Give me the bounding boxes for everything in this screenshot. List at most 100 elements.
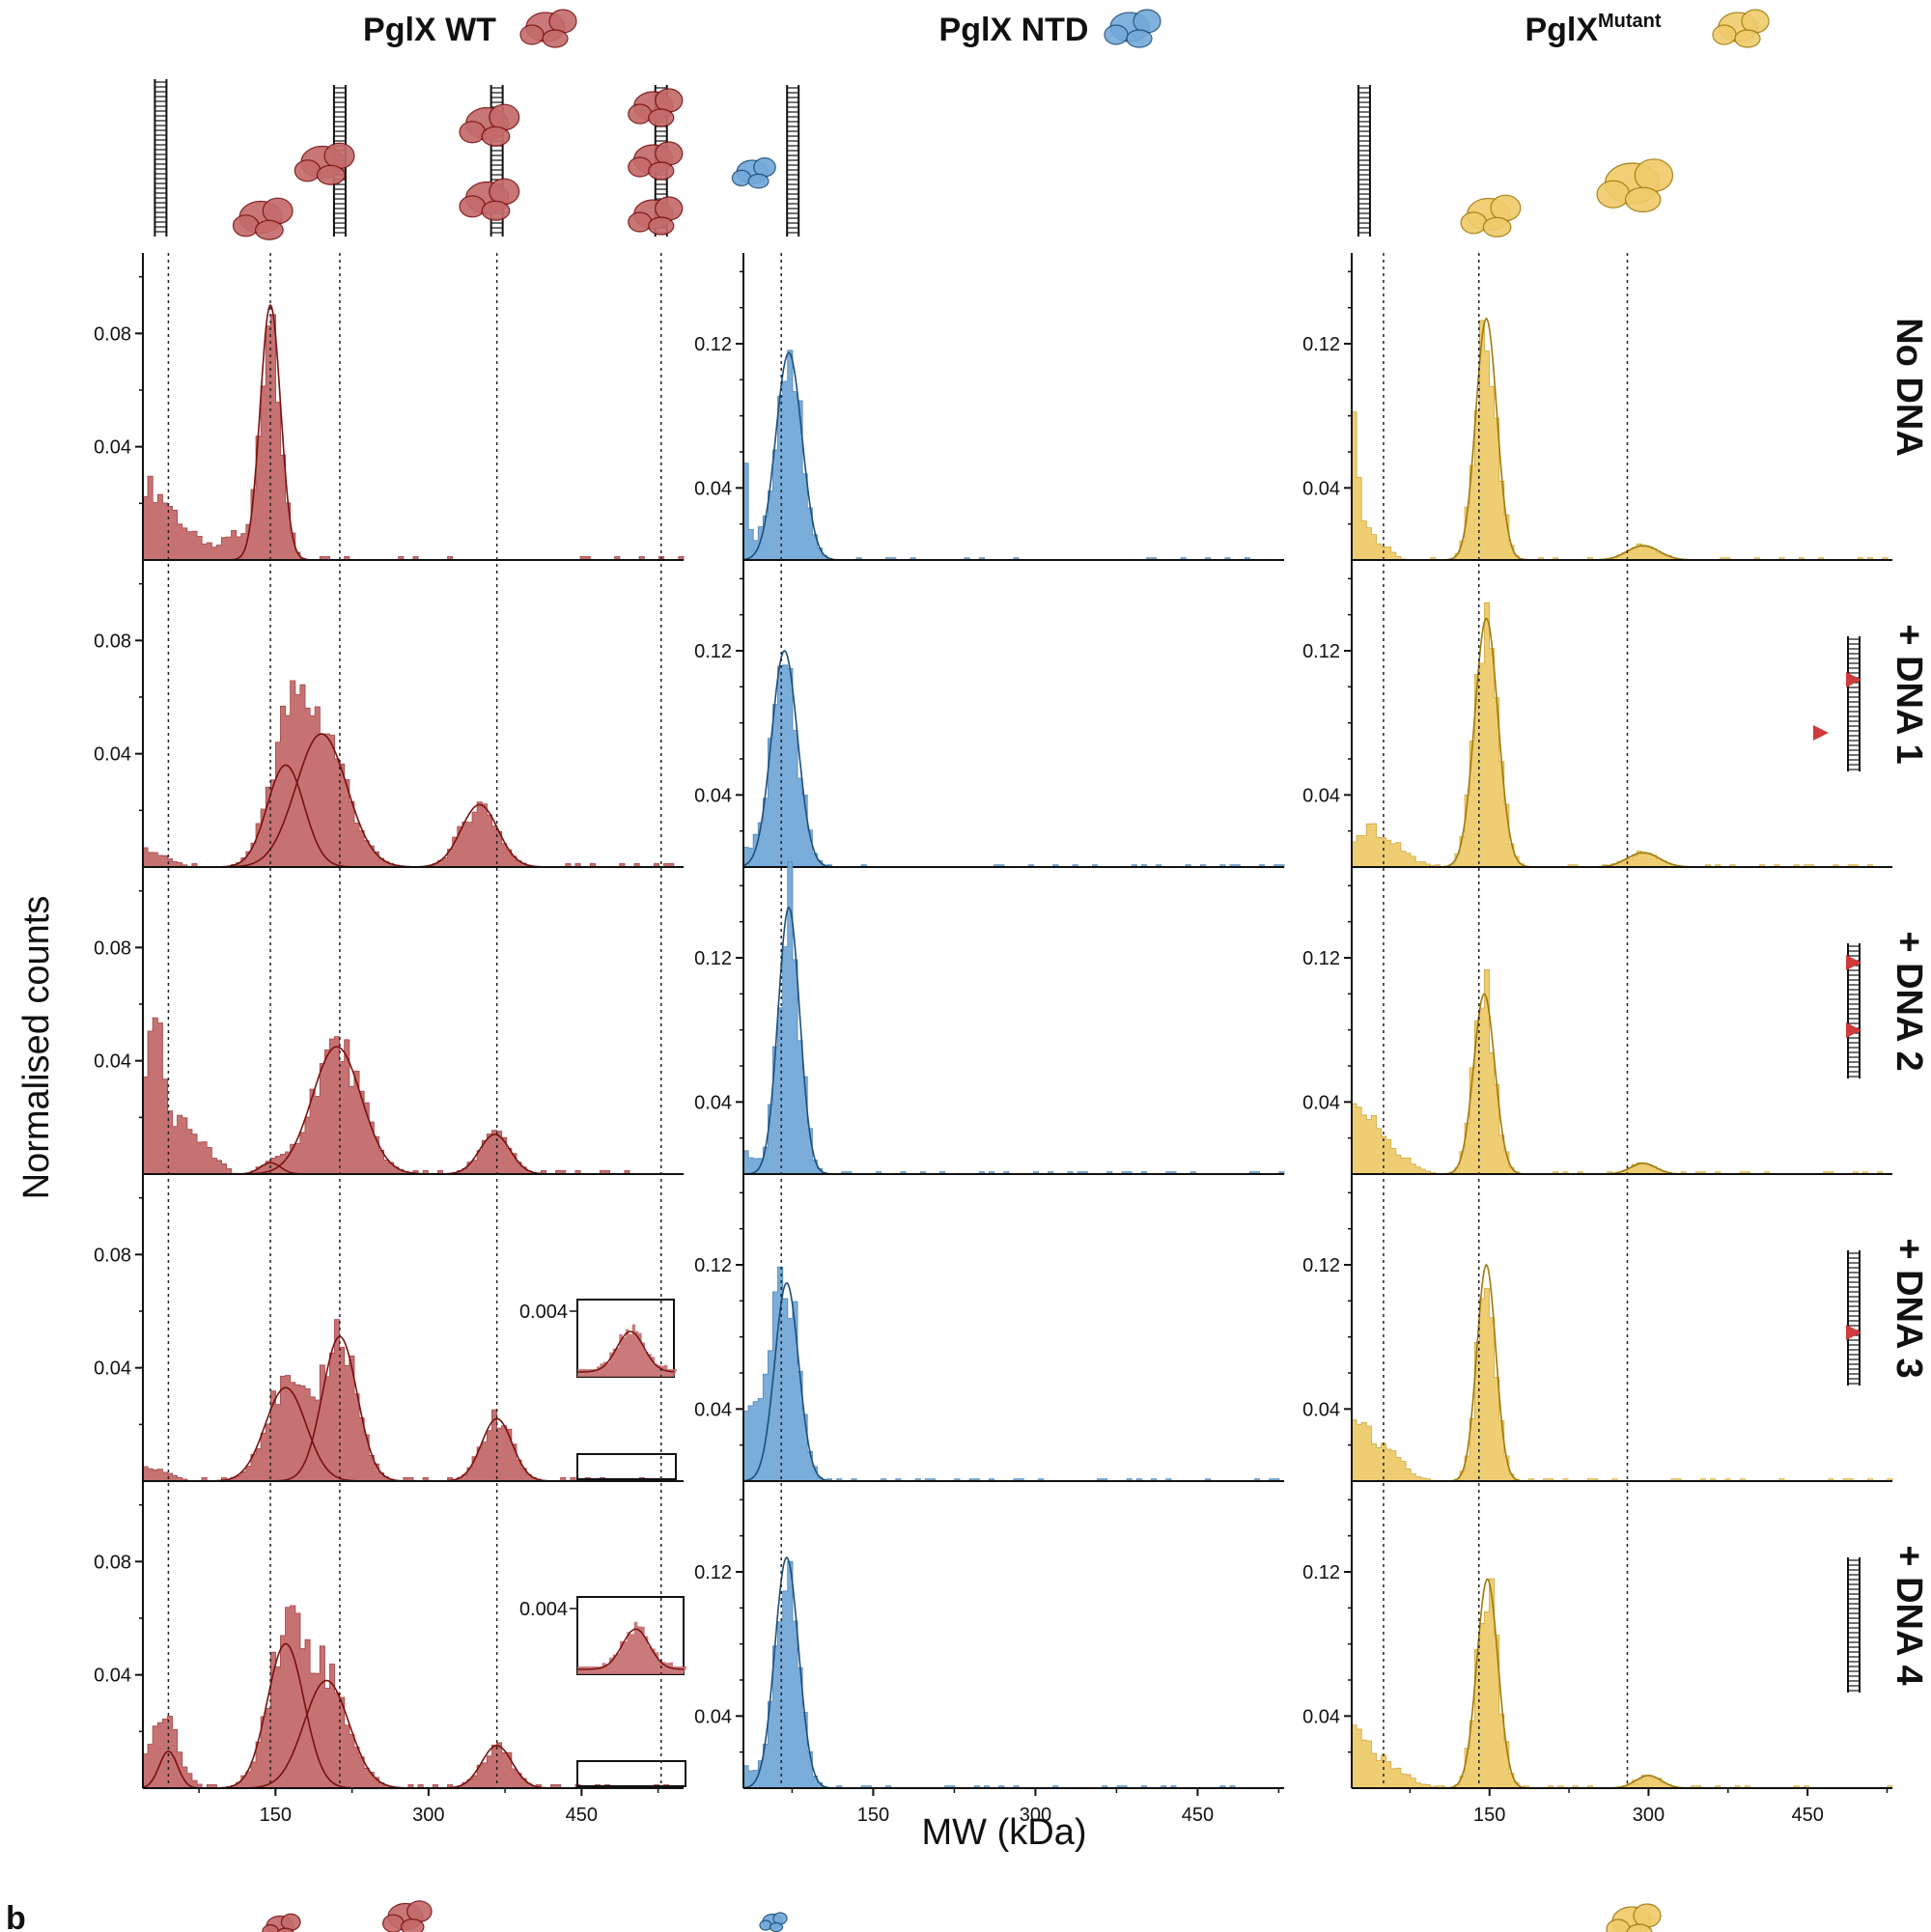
histogram-bars <box>1351 1578 1893 1789</box>
ytick-label: 0.04 <box>1302 1092 1340 1113</box>
cleavage-arrow-icon <box>1846 1022 1861 1038</box>
x-axis-label: MW (kDa) <box>922 1812 1087 1853</box>
ytick-label: 0.12 <box>694 1562 732 1583</box>
gaussian-fit-3 <box>434 1134 556 1175</box>
histogram-outline <box>1351 320 1892 561</box>
ytick-label: 0.04 <box>1302 1706 1340 1727</box>
ytick-label: 0.04 <box>94 1358 131 1380</box>
histogram-outline <box>1351 602 1892 868</box>
xtick-label: 150 <box>260 1805 292 1826</box>
ytick-label: 0.04 <box>1302 1399 1340 1420</box>
gaussian-fit-1 <box>742 351 841 561</box>
xtick-label: 450 <box>1182 1805 1214 1826</box>
gaussian-fit-2 <box>219 733 424 868</box>
gaussian-fit-1 <box>1444 1578 1530 1789</box>
histogram-bars <box>742 350 1284 561</box>
histogram-bars <box>142 314 685 561</box>
histogram-bars <box>742 1560 1284 1789</box>
protein-icon <box>382 1900 433 1932</box>
xtick-label: 450 <box>566 1805 598 1826</box>
histogram-panels: 0.040.080.040.080.040.080.0040.040.080.0… <box>94 253 1893 1826</box>
histogram-outline <box>1351 969 1892 1175</box>
ytick-label: 0.08 <box>94 1245 131 1266</box>
ytick-label: 0.08 <box>94 630 131 652</box>
column-title-ntd: PglX NTD <box>939 12 1089 48</box>
inset-ytick: 0.004 <box>519 1302 568 1323</box>
gaussian-fit-1 <box>1441 993 1527 1175</box>
dna-icon <box>786 85 800 237</box>
cleavage-arrow-icon <box>1846 672 1861 687</box>
protein-icon <box>628 196 684 236</box>
panel-wt-row-1: 0.04 0.08 <box>94 275 685 561</box>
histogram-outline <box>1351 1578 1893 1789</box>
dna-icon <box>1847 636 1861 771</box>
inset-fit <box>577 1330 675 1373</box>
protein-icon <box>519 9 577 48</box>
ytick-label: 0.04 <box>94 437 131 459</box>
protein-icon <box>628 141 684 181</box>
row-labels: No DNA + DNA 1 + DNA 2 + DNA 3 + DNA 4 <box>1813 318 1929 1693</box>
inset-fit <box>577 1628 685 1670</box>
histogram-outline <box>742 861 1285 1175</box>
ytick-label: 0.04 <box>1302 478 1340 499</box>
gaussian-fit-3 <box>237 1679 417 1789</box>
row-label-1: No DNA <box>1889 318 1929 457</box>
ytick-label: 0.04 <box>694 1399 732 1420</box>
inset: 0.004 <box>519 1299 678 1480</box>
histogram-bars <box>142 680 684 868</box>
panel-wt-row-4: 0.004 0.04 0.08 <box>94 1196 684 1482</box>
histogram-outline <box>142 314 685 561</box>
panel-mutant-row-2: 0.04 0.12 <box>1302 577 1892 868</box>
histogram-outline <box>742 664 1285 868</box>
row-label-2: + DNA 1 <box>1889 624 1929 764</box>
panel-ntd-row-3: 0.04 0.12 <box>694 861 1285 1175</box>
histogram-bars <box>1351 320 1892 561</box>
ytick-label: 0.04 <box>1302 785 1340 806</box>
xtick-label: 300 <box>412 1805 444 1826</box>
row-label-3: + DNA 2 <box>1889 931 1929 1071</box>
ytick-label: 0.12 <box>1302 1255 1340 1276</box>
protein-icon <box>1460 194 1522 238</box>
histogram-bars <box>742 1266 1284 1482</box>
ytick-label: 0.12 <box>694 1255 732 1276</box>
inset: 0.004 <box>519 1596 687 1787</box>
cleavage-arrow-icon <box>1846 955 1861 970</box>
histogram-bars <box>742 664 1285 868</box>
inset-zoom-box <box>576 1453 677 1480</box>
ytick-label: 0.12 <box>1302 641 1340 662</box>
gaussian-fit-4 <box>435 1745 558 1789</box>
ytick-label: 0.12 <box>694 641 732 662</box>
ytick-label: 0.12 <box>694 948 732 969</box>
protein-icon <box>1712 9 1770 48</box>
ytick-label: 0.04 <box>694 478 732 499</box>
histogram-outline <box>742 1560 1284 1789</box>
gaussian-fit-3 <box>435 1417 558 1482</box>
panel-wt-row-3: 0.04 0.08 <box>94 889 684 1175</box>
panel-mutant-row-1: 0.04 0.12 <box>1302 270 1892 561</box>
histogram-outline <box>142 680 684 868</box>
histogram-bars <box>1351 602 1892 868</box>
histogram-outline <box>1351 1288 1893 1482</box>
gaussian-fit-1 <box>1440 617 1533 868</box>
dna-icon <box>1847 1250 1861 1386</box>
protein-icon <box>262 1913 301 1932</box>
protein-dna-icons <box>154 79 1674 240</box>
protein-icon <box>759 1912 788 1932</box>
inset-zoom-box <box>576 1760 686 1787</box>
dna-icon <box>1847 943 1861 1078</box>
panel-ntd-row-1: 0.04 0.12 <box>694 270 1284 561</box>
xtick-label: 150 <box>857 1805 889 1826</box>
xtick-label: 150 <box>1473 1805 1505 1826</box>
column-wt: 0.040.080.040.080.040.080.0040.040.080.0… <box>94 253 687 1826</box>
panel-wt-row-5: 0.004 0.04 0.08 <box>94 1503 687 1789</box>
panel-wt-row-2: 0.04 0.08 <box>94 582 684 868</box>
panel-mutant-row-4: 0.04 0.12 <box>1302 1191 1893 1482</box>
protein-icon <box>294 142 355 185</box>
xtick-label: 300 <box>1633 1805 1665 1826</box>
gaussian-fit-3 <box>406 803 553 868</box>
gaussian-fit-1 <box>229 303 312 561</box>
protein-icon <box>1596 158 1674 212</box>
panel-label-b: b <box>6 1900 26 1932</box>
gaussian-fit-2 <box>238 1046 435 1175</box>
